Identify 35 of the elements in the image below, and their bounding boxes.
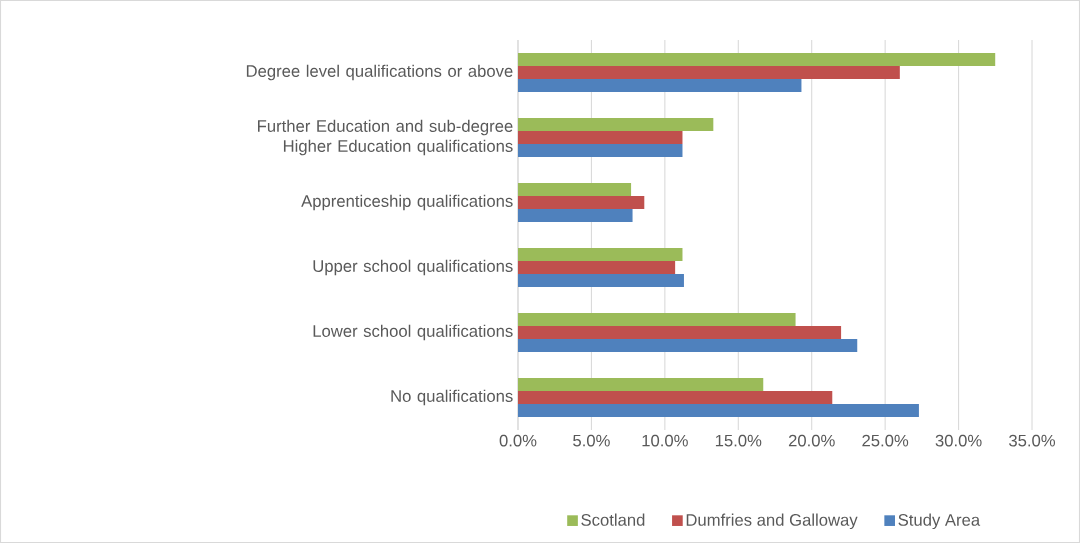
legend-label: Study Area xyxy=(898,513,981,530)
x-tick-label: 15.0% xyxy=(715,434,762,447)
legend-label: Dumfries and Galloway xyxy=(686,513,858,530)
y-tick-label: Apprenticeship qualifications xyxy=(301,194,513,211)
y-tick-label: Further Education and sub-degree Higher Education qualifications xyxy=(258,119,513,156)
bar xyxy=(518,183,632,196)
bar xyxy=(518,326,842,339)
x-tick-label: 0.0% xyxy=(499,434,537,447)
bar xyxy=(518,313,796,326)
y-tick-label: Degree level qualifications or above xyxy=(246,64,513,81)
y-tick-label: Lower school qualifications xyxy=(313,324,513,341)
bar xyxy=(518,79,802,92)
bar xyxy=(518,378,764,391)
legend-label: Scotland xyxy=(581,513,645,526)
x-tick-label: 25.0% xyxy=(862,434,909,447)
x-tick-label: 30.0% xyxy=(935,434,982,447)
bar xyxy=(518,144,683,157)
bar xyxy=(518,196,645,209)
bar xyxy=(518,261,676,274)
x-tick-label: 35.0% xyxy=(1009,434,1056,447)
bar xyxy=(518,53,996,67)
bar xyxy=(518,131,683,145)
bar xyxy=(518,391,833,404)
bar xyxy=(518,404,919,417)
x-tick-label: 10.0% xyxy=(642,434,688,447)
bar xyxy=(518,339,858,352)
x-tick-label: 20.0% xyxy=(788,434,835,447)
bar xyxy=(518,209,633,222)
bar xyxy=(518,118,714,131)
y-tick-label: Upper school qualifications xyxy=(313,259,513,276)
bar xyxy=(518,274,684,287)
y-tick-label: No qualifications xyxy=(391,389,513,406)
bar xyxy=(518,66,900,79)
x-tick-label: 5.0% xyxy=(573,434,610,447)
bar xyxy=(518,248,683,261)
